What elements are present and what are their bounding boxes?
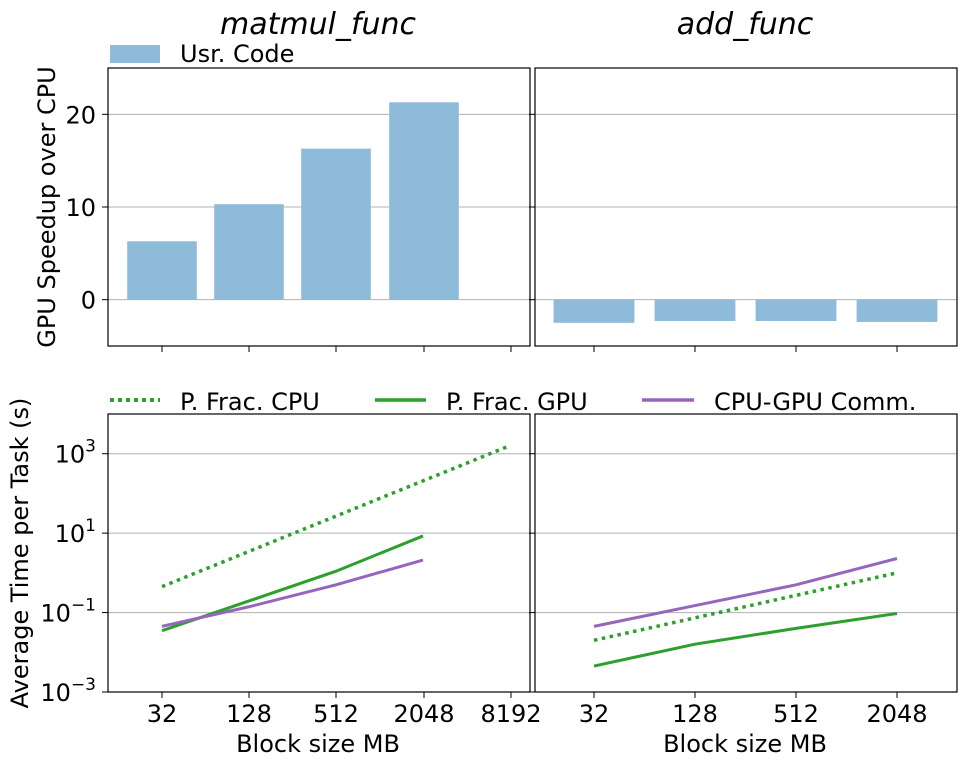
title-add-func: add_func [677, 7, 814, 42]
xlabel-add: Block size MB [663, 730, 827, 758]
x-tick-label: 512 [313, 700, 359, 728]
legend-label-p-frac-gpu: P. Frac. GPU [446, 388, 588, 416]
bar-add-func-32 [553, 299, 635, 323]
line-legend: P. Frac. CPU P. Frac. GPU CPU-GPU Comm. [110, 388, 916, 416]
bar-add-func-128 [654, 299, 736, 321]
x-tick-label: 128 [672, 700, 718, 728]
series-line-cpu-gpu-comm [161, 558, 424, 628]
panel-add-speedup [529, 67, 958, 352]
ylabel-speedup: GPU Speedup over CPU [33, 66, 61, 348]
axes-frame [107, 413, 531, 693]
panel-add-time: 32 128 512 2048 [529, 413, 958, 728]
y-tick-label: 10−3 [40, 675, 96, 707]
legend-swatch-usr-code [110, 45, 160, 63]
series-line-p-frac-cpu [593, 571, 898, 643]
bar-matmul-func-512 [301, 148, 371, 300]
x-tick-label: 32 [147, 700, 178, 728]
legend-label-cpu-gpu-comm: CPU-GPU Comm. [714, 388, 916, 416]
y-tick-label: 20 [65, 101, 96, 129]
y-tick-label: 103 [55, 437, 96, 469]
bar-matmul-func-2048 [389, 102, 459, 300]
x-tick-label: 8192 [480, 700, 541, 728]
panel-matmul-speedup: 0 10 20 [65, 67, 531, 352]
x-tick-label: 2048 [393, 700, 454, 728]
bar-matmul-func-128 [214, 204, 284, 300]
x-tick-label: 128 [226, 700, 272, 728]
series-line-cpu-gpu-comm [593, 557, 898, 628]
y-tick-label: 10 [65, 194, 96, 222]
legend-label-usr-code: Usr. Code [180, 40, 294, 68]
y-tick-label: 101 [55, 516, 96, 548]
bar-add-func-512 [755, 299, 837, 321]
xlabel-matmul: Block size MB [236, 730, 400, 758]
bar-matmul-func-32 [127, 241, 197, 300]
y-tick-label: 10−1 [40, 596, 96, 628]
series-line-p-frac-cpu [161, 443, 511, 589]
x-tick-label: 32 [579, 700, 610, 728]
series-line-p-frac-gpu [161, 534, 424, 633]
x-tick-label: 2048 [866, 700, 927, 728]
x-tick-label: 512 [773, 700, 819, 728]
y-tick-label: 0 [81, 287, 96, 315]
panel-matmul-time: 32 128 512 2048 8192 103 101 10−1 10−3 [40, 413, 542, 728]
ylabel-time: Average Time per Task (s) [6, 398, 34, 709]
series-line-p-frac-gpu [593, 611, 898, 668]
legend-label-p-frac-cpu: P. Frac. CPU [180, 388, 320, 416]
bar-legend: Usr. Code [110, 40, 294, 68]
bar-add-func-2048 [856, 299, 938, 322]
title-matmul-func: matmul_func [220, 7, 417, 42]
axes-frame [534, 413, 958, 693]
